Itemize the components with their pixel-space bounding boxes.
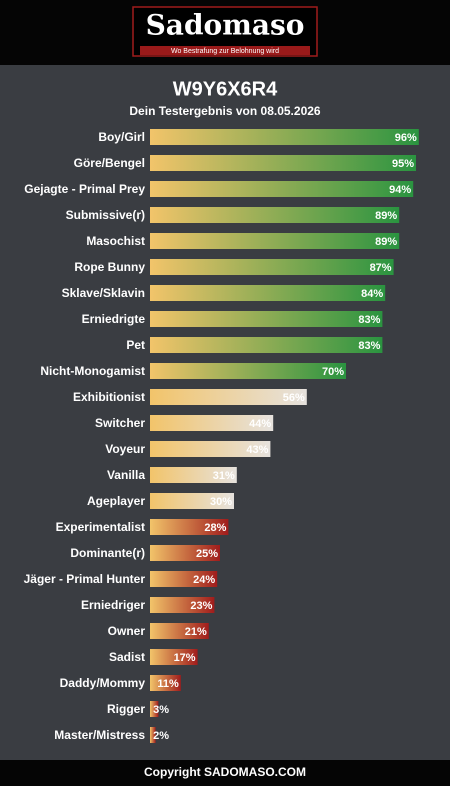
category-label: Masochist (86, 234, 145, 248)
value-label: 89% (375, 210, 397, 222)
bar (150, 597, 215, 613)
category-label: Daddy/Mommy (60, 676, 146, 690)
category-label: Voyeur (105, 442, 145, 456)
category-label: Vanilla (107, 468, 145, 482)
value-label: 17% (174, 652, 196, 664)
bar (150, 441, 271, 457)
value-label: 31% (213, 470, 235, 482)
value-label: 24% (193, 574, 215, 586)
bar (150, 493, 234, 509)
category-label: Gejagte - Primal Prey (24, 182, 145, 196)
bar (150, 311, 383, 327)
value-label: 83% (358, 314, 380, 326)
bar (150, 207, 400, 223)
bar (150, 363, 346, 379)
chart-subtitle: Dein Testergebnis von 08.05.2026 (129, 104, 321, 118)
value-label: 28% (204, 522, 226, 534)
bar (150, 155, 416, 171)
chart-title: W9Y6X6R4 (173, 78, 278, 100)
category-label: Boy/Girl (98, 130, 145, 144)
value-label: 95% (392, 158, 414, 170)
copyright: Copyright SADOMASO.COM (144, 765, 306, 779)
category-label: Göre/Bengel (74, 156, 145, 170)
category-label: Master/Mistress (54, 728, 145, 742)
category-label: Sadist (109, 650, 145, 664)
category-label: Submissive(r) (66, 208, 145, 222)
value-label: 44% (249, 418, 271, 430)
category-label: Jäger - Primal Hunter (24, 572, 146, 586)
value-label: 23% (190, 600, 212, 612)
category-label: Rigger (107, 702, 145, 716)
value-label: 89% (375, 236, 397, 248)
category-label: Sklave/Sklavin (62, 286, 145, 300)
value-label: 43% (246, 444, 268, 456)
value-label: 70% (322, 366, 344, 378)
category-label: Dominante(r) (70, 546, 145, 560)
bar (150, 389, 307, 405)
category-label: Owner (108, 624, 146, 638)
category-label: Exhibitionist (73, 390, 145, 404)
category-label: Erniedriger (81, 598, 145, 612)
bar (150, 259, 394, 275)
category-label: Nicht-Monogamist (40, 364, 145, 378)
tagline: Wo Bestrafung zur Belohnung wird (171, 48, 279, 55)
bar (150, 285, 386, 301)
value-label: 11% (157, 678, 179, 690)
value-label: 25% (196, 548, 218, 560)
category-label: Ageplayer (87, 494, 145, 508)
value-label: 83% (358, 340, 380, 352)
footer (0, 760, 450, 786)
bar (150, 675, 181, 691)
bar (150, 701, 159, 717)
bar (150, 337, 383, 353)
value-label: 84% (361, 288, 383, 300)
category-label: Experimentalist (56, 520, 145, 534)
tagline-band (140, 46, 310, 55)
value-label: 21% (185, 626, 207, 638)
bar (150, 129, 419, 145)
bar (150, 623, 209, 639)
bar (150, 649, 198, 665)
value-label: 87% (370, 262, 392, 274)
value-label: 3% (153, 704, 169, 716)
bar (150, 467, 237, 483)
bar (150, 545, 220, 561)
value-label: 56% (283, 392, 305, 404)
bar (150, 571, 218, 587)
bar (150, 727, 156, 743)
bar (150, 181, 414, 197)
category-label: Rope Bunny (74, 260, 145, 274)
category-label: Switcher (95, 416, 145, 430)
logo[interactable]: Sadomaso (146, 9, 305, 42)
value-label: 94% (389, 184, 411, 196)
bar (150, 415, 274, 431)
bar (150, 233, 400, 249)
value-label: 96% (395, 132, 417, 144)
value-label: 30% (210, 496, 232, 508)
category-label: Erniedrigte (82, 312, 146, 326)
bar (150, 519, 229, 535)
value-label: 2% (153, 730, 169, 742)
category-label: Pet (126, 338, 145, 352)
